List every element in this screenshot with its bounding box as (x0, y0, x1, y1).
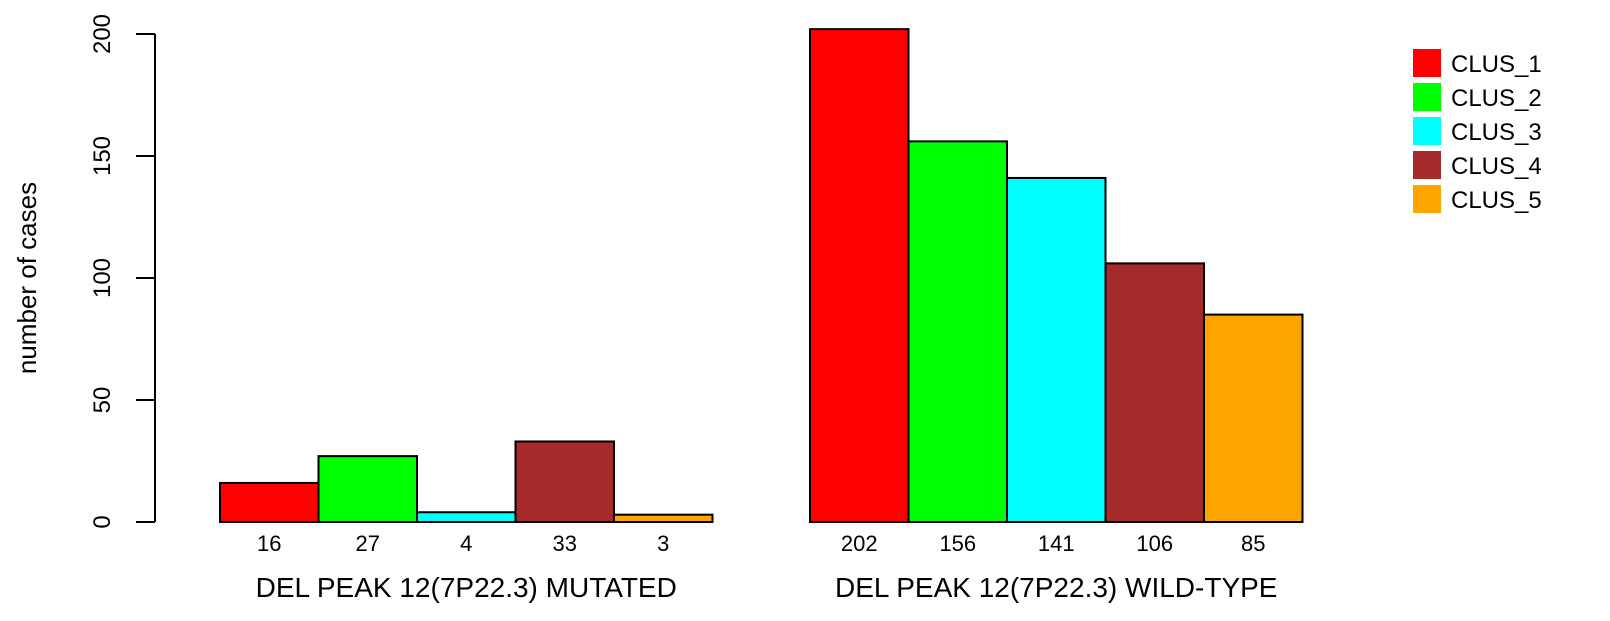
y-tick-label: 0 (89, 515, 116, 528)
bar-value-label: 202 (841, 531, 878, 556)
y-tick-label: 200 (89, 14, 116, 54)
legend-label: CLUS_5 (1451, 187, 1542, 214)
y-tick-label: 150 (89, 136, 116, 176)
group-label: DEL PEAK 12(7P22.3) MUTATED (256, 572, 677, 603)
bar-clus-4 (1104, 262, 1205, 523)
bar-value-label: 3 (657, 531, 669, 556)
legend-swatch (1413, 151, 1441, 179)
legend-swatch (1413, 117, 1441, 145)
y-axis-title: number of cases (12, 182, 42, 374)
bar-value-label: 106 (1136, 531, 1173, 556)
group-label: DEL PEAK 12(7P22.3) WILD-TYPE (835, 572, 1277, 603)
y-tick-label: 100 (89, 258, 116, 298)
bar-clus-2 (317, 455, 418, 523)
bar-value-label: 27 (356, 531, 380, 556)
legend-label: CLUS_2 (1451, 85, 1542, 112)
legend: CLUS_1 CLUS_2 CLUS_3 CLUS_4 CLUS_5 (1413, 49, 1542, 214)
bar-clus-1 (809, 28, 910, 524)
bar-value-label: 16 (257, 531, 281, 556)
bar-clus-2 (907, 140, 1008, 524)
legend-swatch (1413, 185, 1441, 213)
bar-value-label: 85 (1241, 531, 1265, 556)
bar-clus-5 (1203, 313, 1304, 523)
bar-clus-1 (219, 481, 320, 523)
bar-clus-5 (613, 513, 714, 523)
y-axis: 0 50 100 150 200 (89, 14, 156, 529)
legend-label: CLUS_4 (1451, 153, 1542, 180)
bar-value-label: 156 (939, 531, 976, 556)
bar-clus-3 (1006, 176, 1107, 524)
legend-swatch (1413, 83, 1441, 111)
legend-label: CLUS_1 (1451, 51, 1542, 78)
bar-clus-4 (514, 440, 615, 524)
bar-value-label: 33 (553, 531, 577, 556)
bar-value-label: 141 (1038, 531, 1075, 556)
bar-clus-3 (416, 511, 517, 523)
y-tick-label: 50 (89, 387, 116, 414)
legend-label: CLUS_3 (1451, 119, 1542, 146)
legend-swatch (1413, 49, 1441, 77)
bar-value-label: 4 (460, 531, 472, 556)
